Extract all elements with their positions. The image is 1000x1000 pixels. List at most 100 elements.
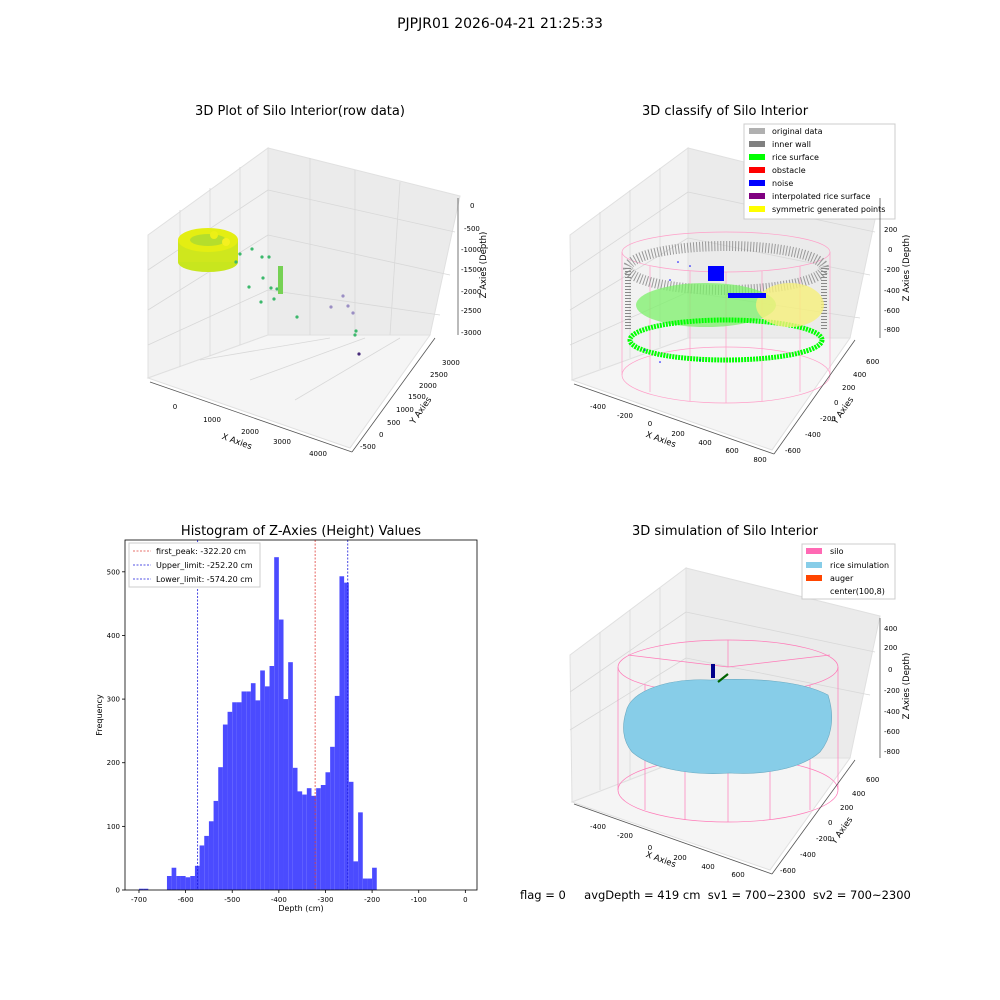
histogram-frame — [124, 539, 478, 891]
svg-text:1500: 1500 — [408, 393, 426, 401]
histogram-bar — [204, 835, 209, 890]
svg-text:0: 0 — [828, 819, 832, 827]
svg-text:inner wall: inner wall — [772, 140, 811, 149]
svg-text:-600: -600 — [785, 447, 801, 455]
histogram-bar — [227, 711, 233, 890]
svg-text:600: 600 — [725, 447, 738, 455]
histogram-bar — [255, 700, 261, 890]
histogram-bar — [180, 876, 186, 890]
histogram-title: Histogram of Z-Axies (Height) Values — [180, 524, 422, 539]
svg-text:-600: -600 — [884, 728, 900, 736]
svg-text:200: 200 — [840, 804, 853, 812]
histogram-bar — [362, 878, 368, 890]
y-tick-label: 0 — [116, 887, 120, 895]
x-tick-label: -700 — [131, 896, 147, 904]
svg-text:1000: 1000 — [396, 406, 414, 414]
svg-text:-500: -500 — [464, 225, 480, 233]
inner-wall-points — [623, 241, 829, 330]
svg-text:auger: auger — [830, 574, 854, 583]
svg-text:0: 0 — [888, 666, 892, 674]
svg-text:-2500: -2500 — [461, 307, 481, 315]
legend-lower-limit: Lower_limit: -574.20 cm — [156, 575, 253, 584]
histogram-bar — [236, 702, 242, 890]
x-tick-label: -500 — [224, 896, 240, 904]
panel4-legend: silo rice simulation auger center(100,8) — [801, 543, 896, 600]
svg-text:-800: -800 — [884, 326, 900, 334]
histogram-bar — [353, 861, 359, 890]
svg-text:symmetric generated points: symmetric generated points — [772, 205, 885, 214]
svg-text:-200: -200 — [884, 266, 900, 274]
svg-text:0: 0 — [173, 403, 177, 411]
svg-text:200: 200 — [884, 226, 897, 234]
histogram-bar — [339, 576, 345, 890]
panel1-3d-plot: 0 1000 2000 3000 4000 -500 0 500 1000 15… — [146, 147, 489, 458]
svg-text:-1500: -1500 — [461, 266, 481, 274]
status-footer: flag = 0 avgDepth = 419 cm sv1 = 700~230… — [520, 888, 911, 902]
histogram-bar — [185, 877, 191, 890]
rice-simulation-surface — [623, 679, 832, 774]
histogram-bar — [367, 878, 373, 890]
svg-text:0: 0 — [888, 246, 892, 254]
svg-text:-600: -600 — [780, 867, 796, 875]
histogram-bar — [218, 767, 223, 890]
svg-text:0: 0 — [648, 844, 652, 852]
histogram-bar — [246, 691, 251, 890]
svg-text:600: 600 — [866, 358, 879, 366]
panel1-title: 3D Plot of Silo Interior(row data) — [195, 104, 405, 119]
svg-text:rice surface: rice surface — [772, 153, 819, 162]
panel4-tick-labels: -400 -200 0 200 400 600 -600 -400 -200 0… — [590, 625, 900, 879]
svg-text:-800: -800 — [884, 748, 900, 756]
svg-text:-500: -500 — [360, 443, 376, 451]
panel2-zlabel: Z Axies (Depth) — [902, 235, 912, 302]
histogram-bar — [199, 845, 205, 890]
svg-text:-200: -200 — [617, 832, 633, 840]
svg-text:400: 400 — [852, 790, 865, 798]
panel4-zlabel: Z Axies (Depth) — [902, 653, 912, 720]
histogram-bar — [241, 691, 247, 890]
histogram-bar — [306, 788, 312, 890]
histogram-bar — [297, 791, 303, 890]
svg-text:600: 600 — [731, 871, 744, 879]
x-tick-label: -600 — [178, 896, 194, 904]
histogram-legend: first_peak: -322.20 cm Upper_limit: -252… — [128, 542, 261, 588]
histogram-bar — [283, 699, 289, 890]
svg-text:-600: -600 — [884, 307, 900, 315]
histogram-ylabel: Frequency — [95, 694, 104, 736]
svg-text:-200: -200 — [884, 687, 900, 695]
svg-text:interpolated rice surface: interpolated rice surface — [772, 192, 870, 201]
svg-text:200: 200 — [842, 384, 855, 392]
panel2-legend: original data inner wall rice surface ob… — [743, 123, 896, 220]
histogram-bar — [190, 876, 195, 890]
histogram-bar — [274, 557, 279, 890]
svg-text:4000: 4000 — [309, 450, 327, 458]
svg-text:-3000: -3000 — [461, 329, 481, 337]
histogram-bar — [171, 867, 177, 890]
svg-text:-400: -400 — [884, 708, 900, 716]
svg-text:0: 0 — [834, 399, 838, 407]
y-tick-label: 400 — [107, 632, 120, 640]
x-tick-label: -200 — [364, 896, 380, 904]
histogram-bar — [260, 670, 265, 890]
histogram-bar — [232, 702, 237, 890]
histogram-xlabel: Depth (cm) — [278, 904, 323, 913]
histogram-bar — [143, 888, 149, 890]
svg-text:-1000: -1000 — [461, 246, 481, 254]
svg-text:0: 0 — [648, 420, 652, 428]
x-tick-label: 0 — [463, 896, 467, 904]
x-tick-label: -400 — [271, 896, 287, 904]
histogram-bar — [302, 794, 307, 890]
svg-text:-400: -400 — [805, 431, 821, 439]
svg-text:-200: -200 — [617, 412, 633, 420]
histogram-bar — [320, 785, 326, 890]
panel1-zlabel: Z Axies (Depth) — [479, 232, 489, 299]
flag-text: flag = 0 — [520, 888, 566, 902]
histogram-bar — [316, 788, 321, 890]
svg-text:rice simulation: rice simulation — [830, 561, 889, 570]
histogram-bar — [176, 876, 181, 890]
avg-depth-text: avgDepth = 419 cm — [584, 888, 701, 902]
panel1-tick-labels: 0 1000 2000 3000 4000 -500 0 500 1000 15… — [173, 202, 482, 458]
histogram-bar — [288, 662, 293, 890]
svg-text:1000: 1000 — [203, 416, 221, 424]
sv2-text: sv2 = 700~2300 — [812, 888, 911, 902]
svg-text:200: 200 — [884, 644, 897, 652]
